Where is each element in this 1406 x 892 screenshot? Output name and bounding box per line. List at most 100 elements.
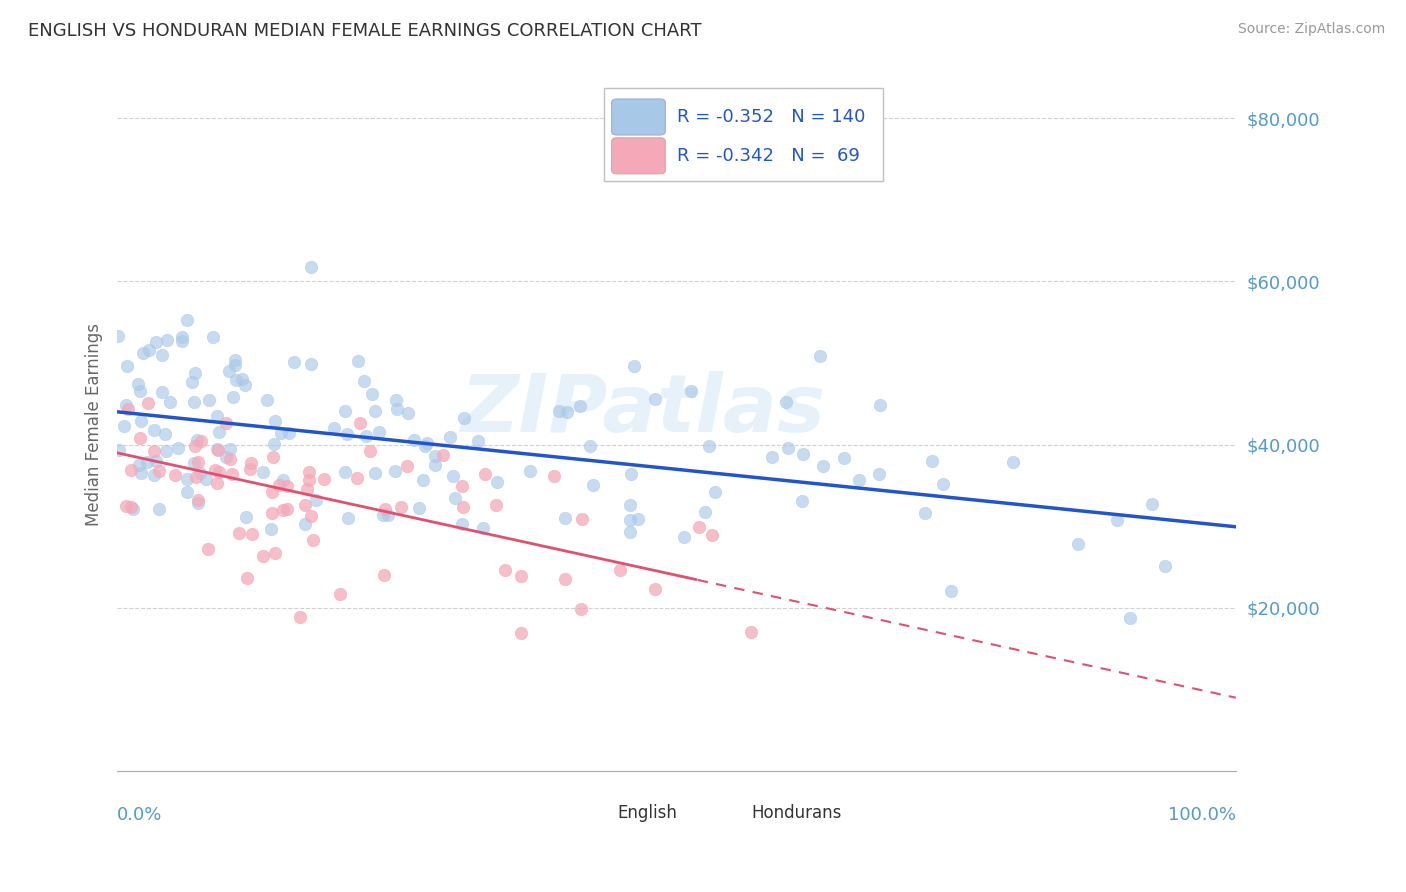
Point	[197, 541, 219, 556]
Point	[242, 527, 264, 541]
Point	[136, 396, 159, 410]
Point	[187, 496, 209, 510]
Point	[170, 330, 193, 344]
Point	[681, 384, 703, 398]
Point	[148, 501, 170, 516]
Point	[485, 475, 508, 489]
Point	[373, 568, 395, 582]
Point	[201, 330, 224, 344]
Point	[176, 472, 198, 486]
Point	[195, 472, 218, 486]
Point	[184, 439, 207, 453]
Point	[548, 403, 571, 417]
Point	[208, 466, 231, 480]
Point	[298, 465, 321, 479]
Point	[644, 392, 666, 406]
Point	[349, 416, 371, 430]
Point	[472, 520, 495, 534]
Point	[467, 434, 489, 449]
Point	[207, 443, 229, 458]
Point	[263, 437, 285, 451]
Point	[519, 464, 541, 478]
Point	[808, 349, 831, 363]
Point	[233, 378, 256, 392]
Point	[128, 458, 150, 472]
Point	[408, 501, 430, 516]
Point	[208, 425, 231, 440]
Point	[235, 571, 257, 585]
Point	[423, 458, 446, 473]
Point	[235, 510, 257, 524]
Point	[368, 425, 391, 439]
Point	[117, 401, 139, 416]
Point	[181, 375, 204, 389]
Point	[295, 482, 318, 496]
Point	[259, 522, 281, 536]
Point	[218, 363, 240, 377]
Point	[115, 499, 138, 513]
Point	[262, 450, 284, 465]
Point	[198, 392, 221, 407]
Point	[176, 484, 198, 499]
Point	[276, 479, 298, 493]
Point	[832, 451, 855, 466]
Point	[222, 390, 245, 404]
Text: Source: ZipAtlas.com: Source: ZipAtlas.com	[1237, 22, 1385, 37]
Point	[761, 450, 783, 465]
Point	[108, 442, 131, 457]
Point	[172, 334, 194, 348]
Point	[869, 398, 891, 412]
Text: R = -0.352   N = 140: R = -0.352 N = 140	[676, 108, 865, 126]
Point	[145, 334, 167, 349]
Point	[384, 464, 406, 478]
Point	[569, 602, 592, 616]
Point	[270, 426, 292, 441]
Point	[412, 474, 434, 488]
Point	[451, 500, 474, 514]
Point	[138, 343, 160, 357]
Point	[299, 509, 322, 524]
Point	[619, 498, 641, 512]
Point	[441, 469, 464, 483]
FancyBboxPatch shape	[603, 87, 883, 181]
Point	[187, 493, 209, 508]
Point	[231, 372, 253, 386]
Point	[555, 405, 578, 419]
Point	[620, 467, 643, 482]
Point	[416, 436, 439, 450]
Point	[697, 439, 720, 453]
Point	[439, 430, 461, 444]
Point	[186, 470, 208, 484]
Point	[120, 463, 142, 477]
Point	[205, 442, 228, 457]
Text: Hondurans: Hondurans	[751, 804, 842, 822]
Point	[120, 500, 142, 514]
Point	[215, 416, 238, 430]
Point	[207, 476, 229, 491]
Point	[389, 500, 412, 514]
Point	[283, 354, 305, 368]
Point	[240, 456, 263, 470]
Point	[346, 354, 368, 368]
Point	[127, 376, 149, 391]
Point	[256, 393, 278, 408]
Point	[644, 582, 666, 596]
Point	[356, 428, 378, 442]
Point	[571, 512, 593, 526]
Point	[115, 399, 138, 413]
Point	[1119, 611, 1142, 625]
Point	[1067, 537, 1090, 551]
Point	[224, 359, 246, 373]
Point	[1140, 497, 1163, 511]
Point	[150, 348, 173, 362]
Point	[377, 508, 399, 523]
Point	[702, 528, 724, 542]
Text: R = -0.342   N =  69: R = -0.342 N = 69	[676, 147, 859, 165]
Point	[294, 498, 316, 512]
Point	[792, 447, 814, 461]
Point	[364, 467, 387, 481]
Point	[150, 385, 173, 400]
Point	[188, 466, 211, 480]
Point	[775, 395, 797, 409]
Point	[619, 524, 641, 539]
